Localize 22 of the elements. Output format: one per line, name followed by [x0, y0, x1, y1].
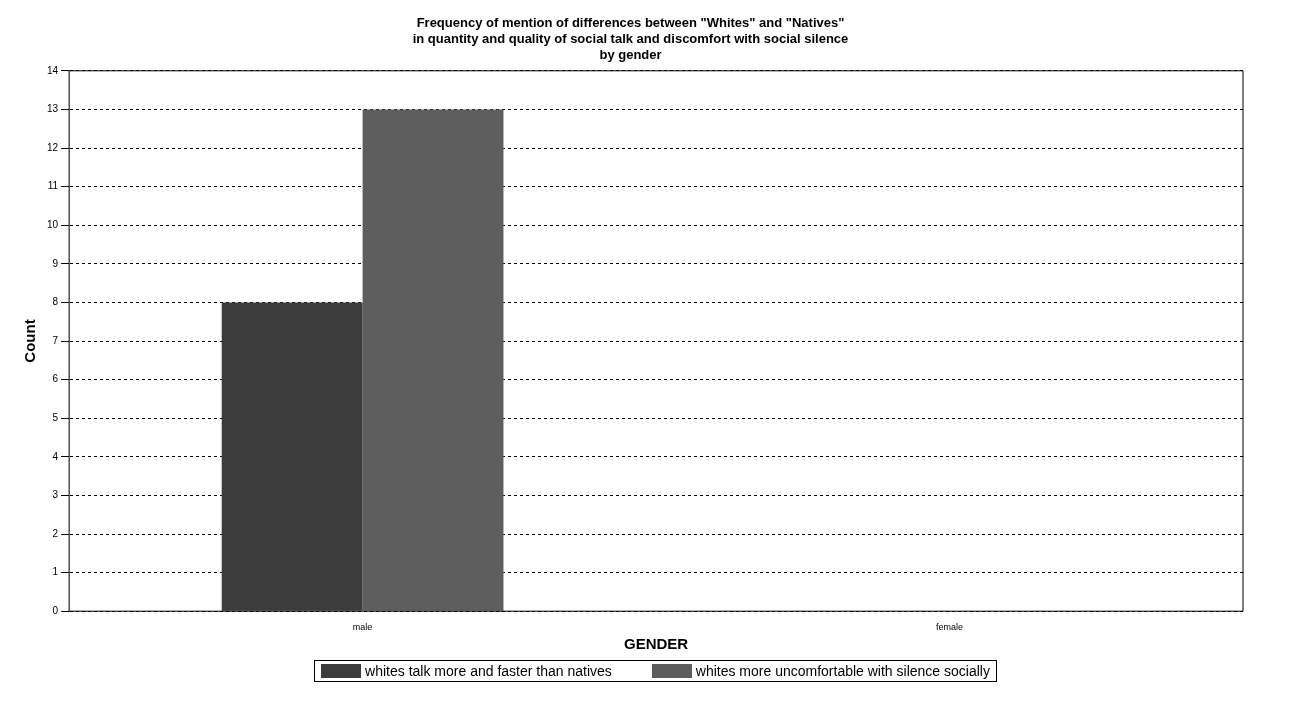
- y-tick-label: 7: [52, 334, 59, 346]
- y-tick-label: 6: [52, 373, 59, 385]
- legend-label: whites more uncomfortable with silence socially: [695, 663, 990, 679]
- y-tick-label: 2: [52, 527, 59, 539]
- x-tick-label: male: [352, 622, 373, 633]
- y-tick-label: 11: [47, 180, 59, 192]
- y-tick-label: 13: [47, 103, 59, 115]
- y-tick-label: 14: [47, 64, 59, 76]
- x-tick-label: female: [936, 622, 964, 633]
- y-tick-label: 4: [52, 450, 59, 462]
- y-tick-label: 9: [52, 257, 59, 269]
- y-axis-title: Count: [21, 319, 39, 363]
- chart-title: Frequency of mention of differences between "Whites" and "Natives" in quantity and quality of social talk and discomfort with social silence by gender: [412, 15, 849, 62]
- y-tick-label: 3: [52, 489, 59, 501]
- y-tick-label: 5: [52, 411, 59, 423]
- legend-label: whites talk more and faster than natives: [365, 663, 612, 679]
- y-tick-label: 8: [52, 296, 59, 308]
- y-tick-label: 12: [47, 141, 59, 153]
- x-axis-title: GENDER: [623, 635, 689, 653]
- y-tick-label: 1: [52, 566, 59, 578]
- y-tick-label: 0: [52, 604, 59, 616]
- y-tick-label: 10: [47, 218, 59, 230]
